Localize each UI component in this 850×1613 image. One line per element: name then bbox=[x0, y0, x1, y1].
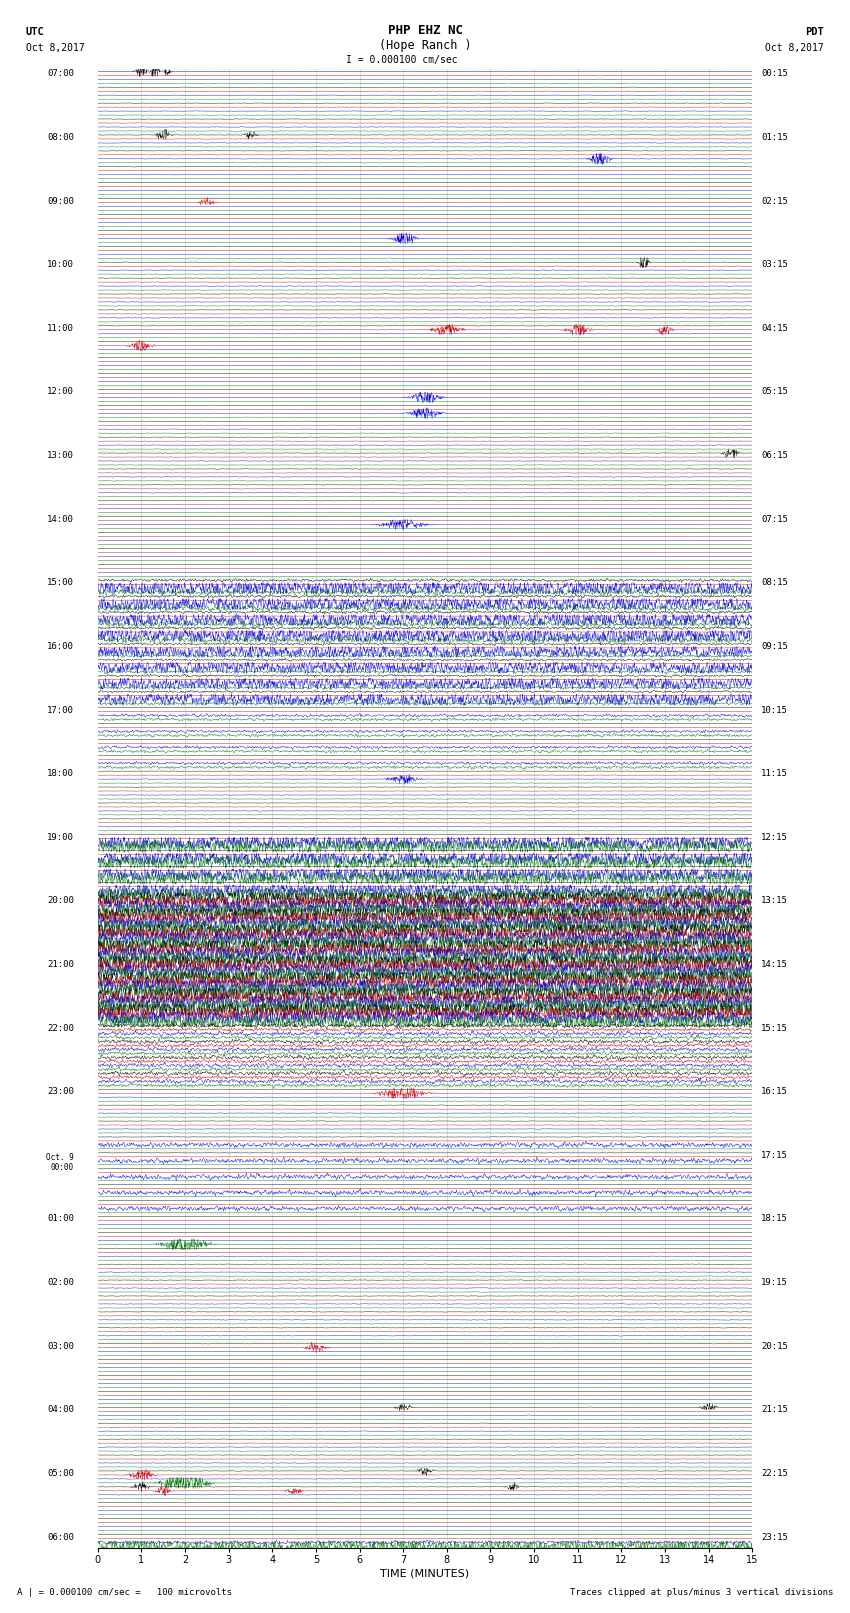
Text: 01:15: 01:15 bbox=[761, 132, 788, 142]
Text: 18:00: 18:00 bbox=[47, 769, 74, 777]
Text: 19:00: 19:00 bbox=[47, 832, 74, 842]
Text: 02:00: 02:00 bbox=[47, 1277, 74, 1287]
Text: 12:00: 12:00 bbox=[47, 387, 74, 397]
Text: 13:00: 13:00 bbox=[47, 452, 74, 460]
X-axis label: TIME (MINUTES): TIME (MINUTES) bbox=[381, 1568, 469, 1578]
Text: Oct. 9
00:00: Oct. 9 00:00 bbox=[46, 1153, 74, 1173]
Text: 23:00: 23:00 bbox=[47, 1087, 74, 1097]
Text: 00:15: 00:15 bbox=[761, 69, 788, 79]
Text: 14:15: 14:15 bbox=[761, 960, 788, 969]
Text: 16:00: 16:00 bbox=[47, 642, 74, 652]
Text: 15:15: 15:15 bbox=[761, 1024, 788, 1032]
Text: 09:15: 09:15 bbox=[761, 642, 788, 652]
Text: 06:15: 06:15 bbox=[761, 452, 788, 460]
Text: 16:15: 16:15 bbox=[761, 1087, 788, 1097]
Text: 01:00: 01:00 bbox=[47, 1215, 74, 1224]
Text: 10:15: 10:15 bbox=[761, 705, 788, 715]
Text: 04:00: 04:00 bbox=[47, 1405, 74, 1415]
Text: 11:15: 11:15 bbox=[761, 769, 788, 777]
Text: 13:15: 13:15 bbox=[761, 897, 788, 905]
Text: 15:00: 15:00 bbox=[47, 579, 74, 587]
Text: 05:15: 05:15 bbox=[761, 387, 788, 397]
Text: 02:15: 02:15 bbox=[761, 197, 788, 205]
Text: 17:00: 17:00 bbox=[47, 705, 74, 715]
Text: A | = 0.000100 cm/sec =   100 microvolts: A | = 0.000100 cm/sec = 100 microvolts bbox=[17, 1587, 232, 1597]
Text: 09:00: 09:00 bbox=[47, 197, 74, 205]
Text: 06:00: 06:00 bbox=[47, 1532, 74, 1542]
Text: Oct 8,2017: Oct 8,2017 bbox=[766, 44, 824, 53]
Text: 11:00: 11:00 bbox=[47, 324, 74, 332]
Text: 19:15: 19:15 bbox=[761, 1277, 788, 1287]
Text: 12:15: 12:15 bbox=[761, 832, 788, 842]
Text: 07:15: 07:15 bbox=[761, 515, 788, 524]
Text: Traces clipped at plus/minus 3 vertical divisions: Traces clipped at plus/minus 3 vertical … bbox=[570, 1587, 833, 1597]
Text: 23:15: 23:15 bbox=[761, 1532, 788, 1542]
Text: Oct 8,2017: Oct 8,2017 bbox=[26, 44, 84, 53]
Text: 18:15: 18:15 bbox=[761, 1215, 788, 1224]
Text: (Hope Ranch ): (Hope Ranch ) bbox=[379, 39, 471, 52]
Text: 03:15: 03:15 bbox=[761, 260, 788, 269]
Text: 21:15: 21:15 bbox=[761, 1405, 788, 1415]
Text: 20:00: 20:00 bbox=[47, 897, 74, 905]
Text: 05:00: 05:00 bbox=[47, 1469, 74, 1478]
Text: 20:15: 20:15 bbox=[761, 1342, 788, 1350]
Text: 08:15: 08:15 bbox=[761, 579, 788, 587]
Text: 03:00: 03:00 bbox=[47, 1342, 74, 1350]
Text: 04:15: 04:15 bbox=[761, 324, 788, 332]
Text: 14:00: 14:00 bbox=[47, 515, 74, 524]
Text: 10:00: 10:00 bbox=[47, 260, 74, 269]
Text: 07:00: 07:00 bbox=[47, 69, 74, 79]
Text: UTC: UTC bbox=[26, 27, 44, 37]
Text: 22:15: 22:15 bbox=[761, 1469, 788, 1478]
Text: I = 0.000100 cm/sec: I = 0.000100 cm/sec bbox=[346, 55, 458, 65]
Text: 17:15: 17:15 bbox=[761, 1150, 788, 1160]
Text: PHP EHZ NC: PHP EHZ NC bbox=[388, 24, 462, 37]
Text: 22:00: 22:00 bbox=[47, 1024, 74, 1032]
Text: 08:00: 08:00 bbox=[47, 132, 74, 142]
Text: PDT: PDT bbox=[806, 27, 824, 37]
Text: 21:00: 21:00 bbox=[47, 960, 74, 969]
